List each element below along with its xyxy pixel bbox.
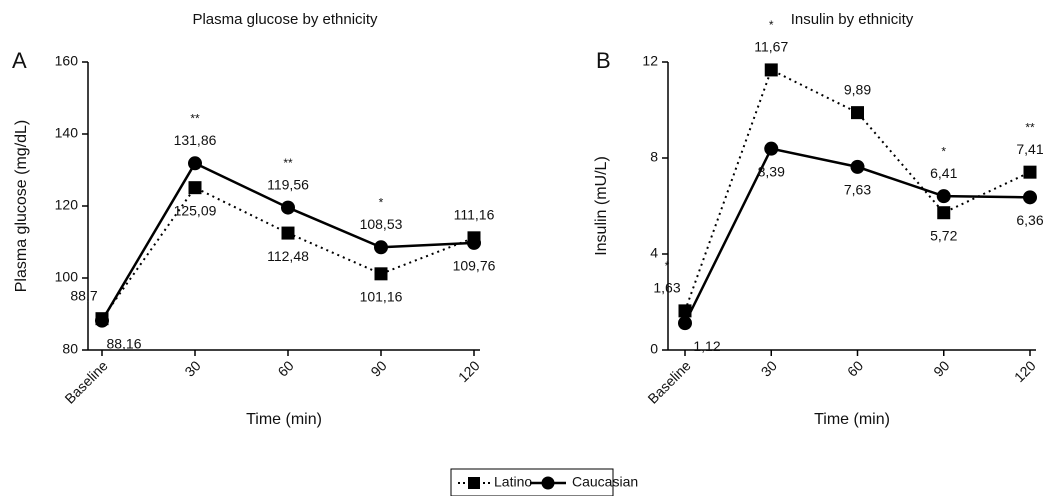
- marker: [678, 304, 692, 318]
- legend-marker: [468, 477, 480, 489]
- x-tick-label: 30: [758, 357, 780, 379]
- panel-label: A: [12, 48, 27, 73]
- marker: [1023, 165, 1037, 179]
- y-tick-label: 140: [55, 125, 79, 141]
- marker: [374, 240, 388, 255]
- y-tick-label: 80: [62, 341, 78, 357]
- x-tick-label: Baseline: [61, 357, 110, 406]
- x-tick-label: 60: [844, 357, 866, 379]
- marker: [937, 206, 951, 220]
- data-label: 131,86: [174, 132, 217, 148]
- y-axis-title: Plasma glucose (mg/dL): [13, 120, 30, 293]
- data-label: 101,16: [360, 289, 403, 305]
- y-tick-label: 12: [642, 53, 658, 69]
- significance-mark: *: [941, 144, 946, 158]
- y-tick-label: 160: [55, 53, 79, 69]
- x-tick-label: 30: [181, 357, 203, 379]
- legend-label: Caucasian: [572, 474, 638, 490]
- data-label: 108,53: [360, 216, 403, 232]
- x-tick-label: Baseline: [644, 357, 693, 406]
- data-label: 111,16: [454, 207, 495, 223]
- x-tick-label: 90: [367, 357, 389, 379]
- data-label: 6,36: [1016, 212, 1043, 228]
- y-tick-label: 100: [55, 269, 79, 285]
- data-label: 112,48: [267, 248, 309, 264]
- data-label: 11,67: [754, 39, 788, 55]
- data-label: 1,12: [693, 338, 720, 354]
- marker: [95, 313, 109, 328]
- marker: [281, 200, 295, 215]
- data-label: 1,63: [653, 280, 680, 296]
- data-label: 8,39: [758, 163, 785, 179]
- significance-mark: *: [379, 195, 384, 209]
- y-tick-label: 8: [650, 149, 658, 165]
- legend: Latino Caucasian: [450, 468, 638, 496]
- marker: [851, 106, 864, 120]
- data-label: 5,72: [930, 227, 957, 243]
- marker: [764, 141, 779, 156]
- significance-mark: *: [665, 259, 670, 273]
- chart-title: Plasma glucose by ethnicity: [192, 11, 378, 28]
- marker: [764, 63, 778, 77]
- legend-label: Latino: [494, 474, 532, 490]
- significance-mark: **: [190, 111, 200, 125]
- x-axis-title: Time (min): [814, 411, 890, 428]
- marker: [281, 226, 295, 240]
- marker: [467, 235, 481, 250]
- marker: [936, 189, 951, 204]
- significance-mark: *: [769, 18, 774, 32]
- panel-label: B: [596, 48, 611, 73]
- data-label: 7,63: [844, 182, 871, 198]
- data-label: 119,56: [267, 176, 309, 192]
- x-tick-label: 60: [274, 357, 296, 379]
- y-tick-label: 0: [650, 341, 658, 357]
- data-label: 88,16: [106, 335, 141, 351]
- marker: [1023, 190, 1037, 205]
- data-label: 125,09: [174, 202, 217, 218]
- data-label: 88,7: [70, 287, 97, 303]
- marker: [188, 181, 202, 195]
- marker: [374, 267, 388, 281]
- series-line: [684, 68, 1031, 312]
- data-label: 6,41: [930, 165, 957, 181]
- marker: [678, 316, 692, 331]
- data-label: 9,89: [844, 81, 871, 97]
- legend-box: [450, 468, 614, 496]
- significance-mark: **: [283, 156, 293, 170]
- y-tick-label: 120: [55, 197, 79, 213]
- x-tick-label: 120: [1011, 357, 1039, 385]
- data-label: 7,41: [1016, 141, 1043, 157]
- data-label: 109,76: [453, 258, 496, 274]
- legend-marker: [541, 476, 555, 490]
- x-tick-label: 90: [930, 357, 952, 379]
- significance-mark: **: [1025, 120, 1035, 134]
- y-tick-label: 4: [650, 245, 658, 261]
- chart-title: Insulin by ethnicity: [791, 11, 914, 28]
- marker: [188, 156, 202, 171]
- y-axis-title: Insulin (mU/L): [593, 156, 610, 256]
- x-axis-title: Time (min): [246, 411, 322, 428]
- x-tick-label: 120: [455, 357, 483, 385]
- marker: [850, 159, 865, 174]
- series-line: [683, 147, 1031, 324]
